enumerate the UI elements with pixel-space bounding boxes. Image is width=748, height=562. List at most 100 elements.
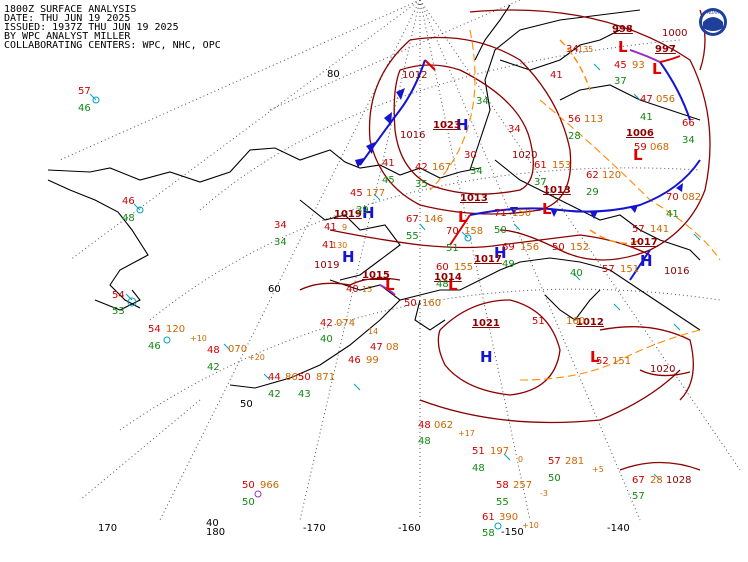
low-center: L bbox=[385, 276, 395, 294]
station-pressure: 153 bbox=[552, 160, 571, 171]
station-pressure: 150 bbox=[512, 208, 531, 219]
lat-label-40: 40 bbox=[206, 518, 219, 529]
station-temp: 34 bbox=[508, 124, 521, 135]
station-pressure: 93 bbox=[632, 60, 645, 71]
station-model: 30 34 bbox=[464, 150, 483, 177]
station-model: 48 062 48 +17 bbox=[418, 420, 475, 447]
station-pressure: 177 bbox=[366, 188, 385, 199]
station-model: 70 158 51 bbox=[446, 226, 483, 254]
station-temp: 61 bbox=[534, 160, 547, 171]
station-model: 71 150 50 bbox=[494, 208, 531, 236]
station-temp: 51 bbox=[532, 316, 545, 327]
station-dewpoint: 34 bbox=[476, 96, 489, 107]
station-model: 50 966 50 bbox=[242, 480, 279, 508]
station-model: 47 08 bbox=[370, 342, 399, 353]
station-temp: 59 bbox=[634, 142, 647, 153]
station-temp: 47 bbox=[640, 94, 653, 105]
station-temp: 42 bbox=[320, 318, 333, 329]
station-temp: 57 bbox=[602, 264, 615, 275]
station-dewpoint: 29 bbox=[586, 187, 599, 198]
station-dewpoint: 39 bbox=[356, 205, 369, 216]
station-pressure: 070 bbox=[228, 344, 247, 355]
low-center-pressure: 1012 bbox=[576, 317, 604, 328]
station-tendency: +17 bbox=[458, 429, 475, 438]
station-pressure: 151 bbox=[612, 356, 631, 367]
station-pressure: 28 bbox=[650, 475, 663, 486]
graticule bbox=[59, 0, 741, 521]
station-model: 47 056 41 bbox=[640, 94, 675, 105]
station-pressure: 281 bbox=[565, 456, 584, 467]
station-temp: 70 bbox=[446, 226, 459, 237]
station-model: 41 1020 bbox=[550, 70, 563, 81]
station-pressure: 99 bbox=[366, 355, 379, 366]
station-model: 34 135 bbox=[566, 44, 593, 55]
station-model: 50 160 bbox=[404, 298, 441, 309]
station-temp: 46 bbox=[348, 355, 361, 366]
station-temp: 42 bbox=[415, 162, 428, 173]
station-pressure: 141 bbox=[650, 224, 669, 235]
station-temp: 50 bbox=[404, 298, 417, 309]
lon-label-170: 170 bbox=[98, 523, 117, 534]
station-model: 54 53 bbox=[112, 290, 137, 317]
station-temp: 45 bbox=[614, 60, 627, 71]
station-pressure: 130 bbox=[332, 241, 347, 250]
station-temp: 50 bbox=[552, 242, 565, 253]
station-tendency: +10 bbox=[522, 521, 539, 530]
station-circle bbox=[494, 522, 502, 530]
station-pressure: 15 bbox=[362, 285, 372, 294]
station-temp: 48 bbox=[418, 420, 431, 431]
station-pressure: 082 bbox=[682, 192, 701, 203]
station-pressure: 068 bbox=[650, 142, 669, 153]
station-temp: 57 bbox=[632, 224, 645, 235]
station-pressure: 146 bbox=[424, 214, 443, 225]
low-center: L bbox=[618, 38, 628, 56]
station-pressure: 9 bbox=[342, 223, 347, 232]
station-dewpoint: 41 bbox=[640, 112, 653, 123]
station-tendency: +20 bbox=[248, 353, 265, 362]
pressure-centers: H 1023 H 1019 H 1017 H 1021 H 1017 H L 9… bbox=[334, 24, 676, 366]
station-dewpoint: 40 bbox=[570, 268, 583, 279]
station-pressure: 155 bbox=[454, 262, 473, 273]
low-center-pressure: 998 bbox=[612, 24, 633, 35]
station-model: 52 151 bbox=[596, 356, 631, 367]
station-dewpoint: 37 bbox=[614, 76, 627, 87]
station-temp: 57 bbox=[78, 86, 91, 97]
station-temp: 69 bbox=[502, 242, 515, 253]
isobar-label: 1019 bbox=[314, 260, 339, 271]
station-model: 44 865 42 bbox=[268, 372, 304, 400]
noaa-logo-text: NOAA bbox=[707, 10, 719, 15]
station-temp: 41 bbox=[382, 158, 395, 169]
station-dewpoint: 55 bbox=[406, 231, 419, 242]
station-dewpoint: 57 bbox=[632, 491, 645, 502]
low-center-pressure: 1013 bbox=[460, 193, 488, 204]
low-center: L bbox=[590, 348, 600, 366]
station-model: 46 48 bbox=[122, 196, 144, 224]
lat-label-60: 60 bbox=[268, 284, 281, 295]
station-dewpoint: 34 bbox=[470, 166, 483, 177]
station-model: 34 34 bbox=[274, 220, 287, 248]
station-model: 54 120 46 +10 bbox=[148, 324, 207, 352]
station-pressure: 074 bbox=[336, 318, 355, 329]
station-model: 48 070 42 +20 bbox=[207, 344, 265, 373]
header-line-4: BY WPC ANALYST MILLER bbox=[4, 31, 131, 42]
station-pressure: 160 bbox=[566, 316, 585, 327]
station-temp: 50 bbox=[242, 480, 255, 491]
station-model: 57 281 50 +5 bbox=[548, 456, 604, 484]
station-dewpoint: 34 bbox=[682, 135, 695, 146]
station-temp: 41 bbox=[550, 70, 563, 81]
isotherms bbox=[429, 29, 721, 381]
station-model: 42 074 40 14 bbox=[320, 318, 378, 345]
high-center-pressure: 1021 bbox=[472, 318, 500, 329]
station-dewpoint: 42 bbox=[268, 389, 281, 400]
station-temp: 56 bbox=[568, 114, 581, 125]
station-temp: 62 bbox=[586, 170, 599, 181]
isobar-label: 1012 bbox=[402, 70, 427, 81]
station-temp: 44 bbox=[268, 372, 281, 383]
high-center: H bbox=[362, 204, 375, 222]
station-dewpoint: 48 bbox=[122, 213, 135, 224]
station-dewpoint: 51 bbox=[446, 243, 459, 254]
station-temp: 34 bbox=[566, 44, 579, 55]
station-model: 41 130 bbox=[322, 240, 347, 251]
station-dewpoint: 58 bbox=[482, 528, 495, 539]
